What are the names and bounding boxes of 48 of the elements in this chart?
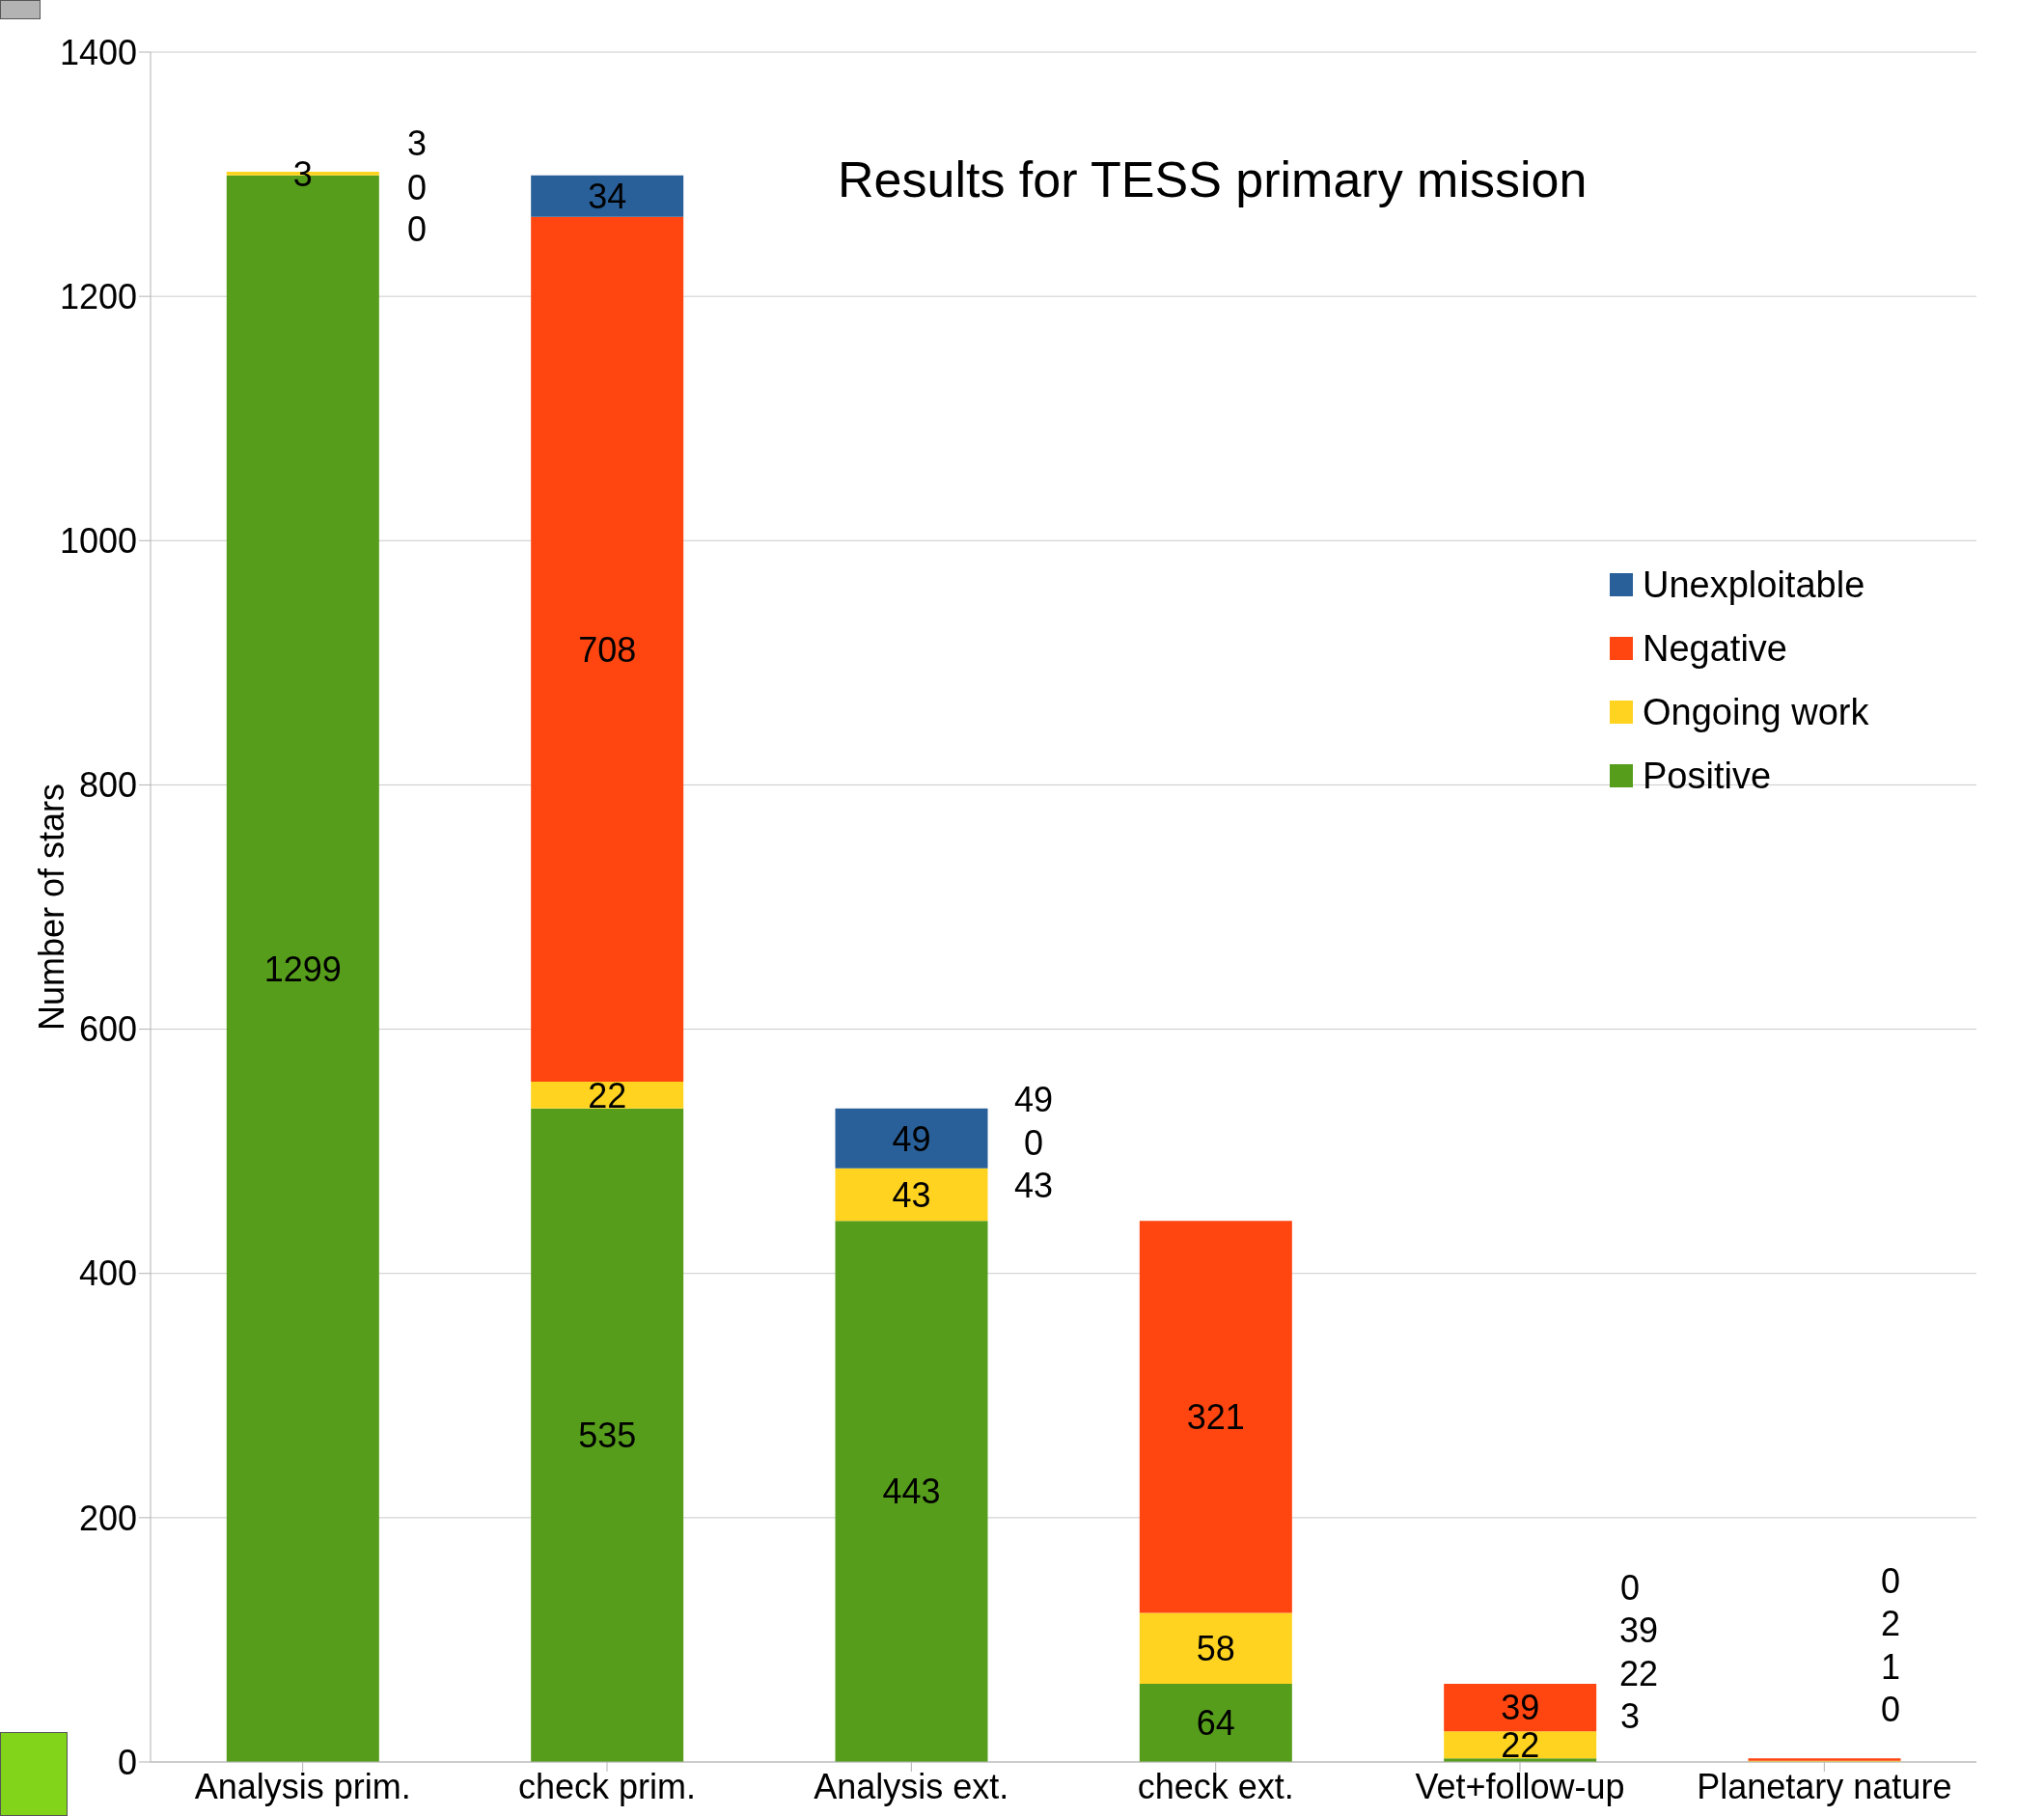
data-label: 64 [1196, 1703, 1235, 1744]
x-tick-label: check ext. [1137, 1766, 1294, 1806]
y-axis-title: Number of stars [31, 783, 71, 1032]
legend-label: Positive [1643, 755, 1772, 797]
annotation: 39 [1618, 1610, 1659, 1650]
annotation: 0 [1619, 1568, 1641, 1608]
x-tick-label: Analysis ext. [814, 1766, 1009, 1806]
annotation: 2 [1880, 1604, 1901, 1643]
y-tick-label: 0 [117, 1742, 137, 1782]
y-tick-label: 800 [78, 765, 137, 806]
data-label: 22 [1501, 1725, 1540, 1766]
annotation: 0 [1880, 1690, 1901, 1729]
annotation: 0 [406, 168, 428, 207]
data-label: 535 [578, 1416, 637, 1456]
data-label: 443 [882, 1472, 941, 1512]
data-label: 43 [892, 1174, 931, 1215]
data-label: 34 [588, 177, 627, 217]
annotation: 3 [406, 124, 428, 163]
annotation: 0 [1880, 1561, 1901, 1601]
x-tick-label: check prim. [517, 1766, 697, 1806]
data-label: 39 [1501, 1688, 1540, 1728]
annotation: 3 [1619, 1696, 1641, 1736]
y-tick-label: 200 [78, 1498, 137, 1538]
legend-label: Unexploitable [1643, 564, 1865, 606]
data-label: 1299 [263, 949, 342, 989]
annotation: 0 [1023, 1123, 1044, 1163]
annotation: 0 [406, 209, 428, 249]
data-label: 708 [578, 629, 637, 670]
annotation: 43 [1013, 1166, 1054, 1205]
x-tick-label: Analysis prim. [194, 1766, 411, 1806]
annotation: 22 [1618, 1654, 1659, 1693]
y-tick-label: 400 [78, 1253, 137, 1294]
text: Results for TESS primary mission [838, 151, 1588, 208]
y-tick-label: 1400 [59, 32, 137, 72]
annotation: 49 [1013, 1080, 1054, 1119]
data-label: 3 [292, 153, 313, 194]
y-tick-label: 1000 [59, 521, 137, 562]
data-label: 49 [892, 1118, 931, 1159]
y-tick-label: 600 [78, 1009, 137, 1050]
legend-label: Ongoing work [1643, 691, 1869, 733]
x-tick-label: Vet+follow-up [1415, 1766, 1625, 1806]
x-tick-label: Planetary nature [1697, 1766, 1952, 1806]
legend-label: Negative [1643, 627, 1787, 670]
data-label: 58 [1196, 1629, 1235, 1669]
y-tick-label: 1200 [59, 276, 137, 316]
data-label: 22 [588, 1075, 627, 1115]
annotation: 1 [1880, 1647, 1901, 1687]
data-label: 321 [1186, 1397, 1245, 1438]
